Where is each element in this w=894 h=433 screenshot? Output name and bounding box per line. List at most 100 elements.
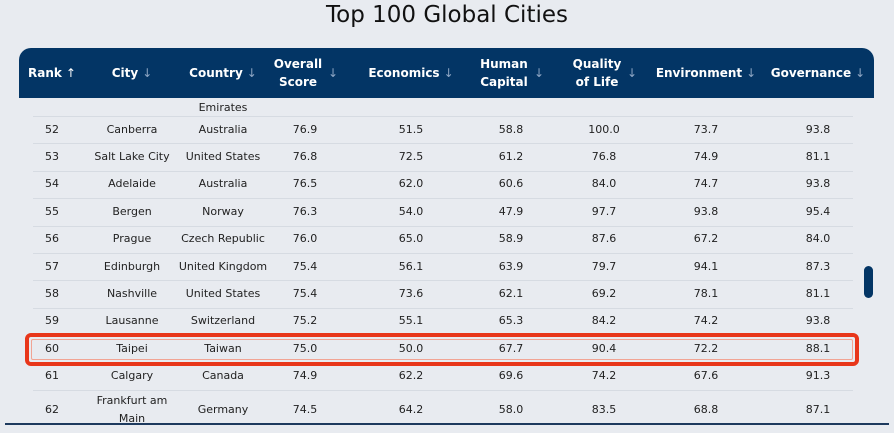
- human-capital-cell: 62.1: [498, 287, 524, 301]
- rank-cell: 52: [45, 122, 59, 136]
- column-header-overall-score[interactable]: Overall Score ↓: [270, 48, 340, 98]
- column-label: Rank: [28, 66, 62, 80]
- quality-of-life-cell: 83.5: [591, 403, 617, 416]
- column-header-country[interactable]: Country ↓: [173, 48, 273, 98]
- economics-cell: 62.0: [398, 177, 424, 191]
- table-row: 55 Bergen Norway 76.3 54.0 47.9 97.7 93.8 95.4: [33, 198, 853, 227]
- overall-score-cell: 75.2: [292, 314, 318, 328]
- country-cell: Norway: [202, 204, 244, 218]
- arrow-down-icon: ↓: [443, 66, 454, 80]
- column-label: Human Capital: [480, 57, 528, 89]
- arrow-down-icon: ↓: [246, 66, 257, 80]
- economics-cell: 73.6: [398, 287, 424, 301]
- overall-score-cell: 74.5: [292, 403, 318, 416]
- overall-score-cell: 75.4: [292, 259, 318, 273]
- environment-cell: 73.7: [693, 122, 719, 136]
- environment-cell: 68.8: [693, 403, 719, 416]
- rank-cell: 62: [45, 403, 59, 416]
- scrollbar-thumb[interactable]: [864, 266, 873, 298]
- governance-cell: 95.4: [805, 204, 831, 218]
- economics-cell: 72.5: [398, 150, 424, 164]
- governance-cell: 93.8: [805, 314, 831, 328]
- environment-cell: 67.2: [693, 232, 719, 246]
- quality-of-life-cell: 84.2: [591, 314, 617, 328]
- country-cell: Czech Republic: [181, 232, 265, 246]
- column-label: Country: [189, 66, 243, 80]
- economics-cell: 62.2: [398, 369, 424, 383]
- table-row: 56 Prague Czech Republic 76.0 65.0 58.9 87.6 67…: [33, 226, 853, 254]
- rank-cell: 55: [45, 204, 59, 218]
- quality-of-life-cell: 90.4: [591, 341, 617, 355]
- table-row: 62 Frankfurt am Main Germany 74.5 64.2 58.0 83…: [33, 390, 853, 424]
- city-cell: Bergen: [112, 204, 152, 218]
- city-cell: Frankfurt am Main: [96, 394, 168, 424]
- rank-cell: 60: [45, 341, 59, 355]
- overall-score-cell: 76.8: [292, 150, 318, 164]
- governance-cell: 81.1: [805, 287, 831, 301]
- country-cell: Germany: [197, 403, 249, 416]
- city-cell: Prague: [112, 232, 152, 246]
- country-cell: Australia: [198, 177, 248, 191]
- column-header-quality-of-life[interactable]: Quality of Life ↓: [569, 48, 639, 98]
- column-header-city[interactable]: City ↓: [97, 48, 167, 98]
- economics-cell: 64.2: [398, 403, 424, 416]
- overall-score-cell: 76.9: [292, 122, 318, 136]
- column-header-rank[interactable]: Rank ↑: [22, 48, 82, 98]
- human-capital-cell: 65.3: [498, 314, 524, 328]
- arrow-down-icon: ↓: [855, 66, 866, 80]
- human-capital-cell: 58.9: [498, 232, 524, 246]
- city-cell: Lausanne: [105, 314, 159, 328]
- quality-of-life-cell: 74.2: [591, 369, 617, 383]
- column-header-economics[interactable]: Economics ↓: [361, 48, 461, 98]
- column-header-environment[interactable]: Environment ↓: [651, 48, 761, 98]
- arrow-down-icon: ↓: [626, 66, 638, 80]
- governance-cell: 93.8: [805, 122, 831, 136]
- table-row: 61 Calgary Canada 74.9 62.2 69.6 74.2 67.6 91.3: [33, 363, 853, 391]
- country-cell: United States: [185, 287, 261, 301]
- column-label: Governance: [770, 66, 852, 80]
- country-cell: Taiwan: [204, 341, 242, 355]
- governance-cell: 87.3: [805, 259, 831, 273]
- arrow-down-icon: ↓: [533, 66, 545, 80]
- economics-cell: 51.5: [398, 122, 424, 136]
- table-row-partial: Emirates: [33, 98, 853, 117]
- table-row: 53 Salt Lake City United States 76.8 72.5 61.…: [33, 143, 853, 172]
- governance-cell: 88.1: [805, 341, 831, 355]
- quality-of-life-cell: 87.6: [591, 232, 617, 246]
- column-label: Quality of Life: [572, 57, 622, 89]
- governance-cell: 91.3: [805, 369, 831, 383]
- column-header-human-capital[interactable]: Human Capital ↓: [471, 48, 551, 98]
- highlight-box: [25, 333, 859, 366]
- overall-score-cell: 74.9: [292, 369, 318, 383]
- country-cell: Australia: [198, 122, 248, 136]
- arrow-up-icon: ↑: [65, 66, 76, 80]
- quality-of-life-cell: 97.7: [591, 204, 617, 218]
- quality-of-life-cell: 69.2: [591, 287, 617, 301]
- economics-cell: 65.0: [398, 232, 424, 246]
- governance-cell: 93.8: [805, 177, 831, 191]
- quality-of-life-cell: 84.0: [591, 177, 617, 191]
- rank-cell: 57: [45, 259, 59, 273]
- city-cell: Nashville: [106, 287, 158, 301]
- country-cell: Canada: [202, 369, 244, 383]
- table-bottom-border: [5, 423, 889, 425]
- human-capital-cell: 61.2: [498, 150, 524, 164]
- table-header: Rank ↑ City ↓ Country ↓ Overall Score ↓ Economic…: [19, 48, 874, 98]
- city-cell: Salt Lake City: [94, 150, 170, 164]
- economics-cell: 50.0: [398, 341, 424, 355]
- country-cell: Switzerland: [190, 314, 256, 328]
- country-cell: United Kingdom: [178, 259, 268, 273]
- column-header-governance[interactable]: Governance ↓: [763, 48, 873, 98]
- environment-cell: 74.2: [693, 314, 719, 328]
- rank-cell: 53: [45, 150, 59, 164]
- page-title: Top 100 Global Cities: [325, 2, 568, 28]
- quality-of-life-cell: 100.0: [588, 122, 620, 136]
- country-cell: United States: [185, 150, 261, 164]
- human-capital-cell: 58.0: [498, 403, 524, 416]
- overall-score-cell: 75.0: [292, 341, 318, 355]
- city-cell: Calgary: [110, 369, 154, 383]
- table-row: 52 Canberra Australia 76.9 51.5 58.8 100.0 73.7…: [33, 116, 853, 145]
- quality-of-life-cell: 76.8: [591, 150, 617, 164]
- city-cell: Adelaide: [108, 177, 156, 191]
- overall-score-cell: 75.4: [292, 287, 318, 301]
